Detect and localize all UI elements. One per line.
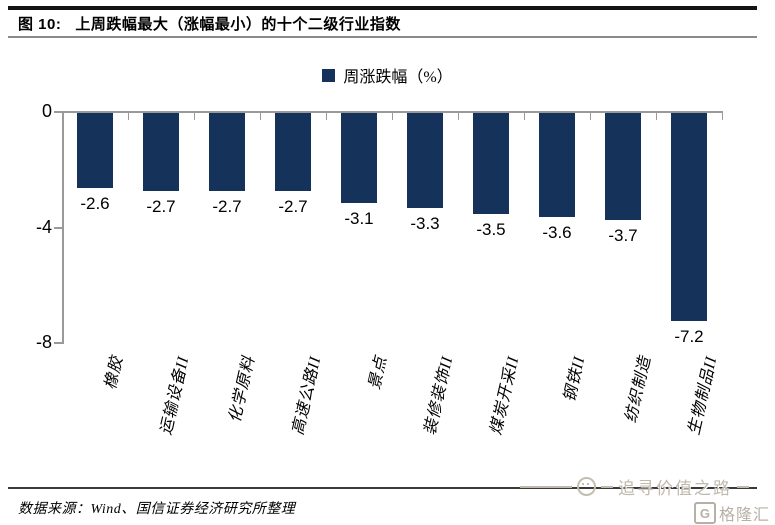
watermark-dash xyxy=(737,485,749,488)
category-label: 钢铁II xyxy=(561,354,589,404)
bar-橡胶 xyxy=(77,113,113,189)
bar-value-label: -7.2 xyxy=(674,326,704,346)
x-axis-tick xyxy=(62,113,63,120)
category-label: 高速公路II xyxy=(289,354,325,437)
gelonghui-g-icon: G xyxy=(693,502,716,524)
bar-高速公路II xyxy=(275,113,311,191)
x-axis-tick xyxy=(458,113,459,120)
category-label: 化学原料 xyxy=(226,354,259,425)
bar-value-label: -2.7 xyxy=(146,196,176,216)
x-axis-tick xyxy=(260,113,261,120)
footer-rule xyxy=(8,487,757,489)
bar-value-label: -3.6 xyxy=(542,222,572,242)
watermark-text: 追寻价值之路 xyxy=(618,479,732,498)
watermark: 追寻价值之路 xyxy=(520,474,749,499)
y-axis-tick-label: 0 xyxy=(41,101,52,121)
x-axis-tick xyxy=(524,113,525,120)
figure-title-text: 上周跌幅最大（涨幅最小）的十个二级行业指数 xyxy=(75,16,401,33)
x-axis-zero-line xyxy=(62,111,723,113)
chart-plot: -2.6 橡胶 -2.7 运输设备II -2.7 化学原料 -2.7 高速公路II -3.1 景点… xyxy=(35,101,723,437)
bar-value-label: -2.7 xyxy=(212,196,242,216)
bar-煤炭开采II xyxy=(473,113,509,215)
top-border-rule xyxy=(8,6,757,10)
title-underline-rule xyxy=(8,36,757,38)
watermark-dash xyxy=(520,485,572,488)
bar-value-label: -3.1 xyxy=(344,208,374,228)
gelonghui-logo: G 格隆汇 xyxy=(693,501,770,525)
category-label: 橡胶 xyxy=(102,354,127,392)
category-label: 景点 xyxy=(366,354,391,392)
figure-title: 图 10: 上周跌幅最大（涨幅最小）的十个二级行业指数 xyxy=(18,13,758,34)
bar-化学原料 xyxy=(209,113,245,191)
bar-钢铁II xyxy=(539,113,575,217)
legend-label: 周涨跌幅（%） xyxy=(343,69,453,86)
x-axis-tick xyxy=(392,113,393,120)
bar-运输设备II xyxy=(143,113,179,191)
bar-生物制品II xyxy=(671,113,707,321)
figure-number-label: 图 10: xyxy=(18,16,62,33)
x-axis-tick xyxy=(722,113,723,120)
x-axis-tick xyxy=(656,113,657,120)
bar-景点 xyxy=(341,113,377,203)
bar-装修装饰II xyxy=(407,113,443,209)
y-axis-tick-label: -4 xyxy=(35,216,52,237)
data-source-note: 数据来源：Wind、国信证券经济研究所整理 xyxy=(18,502,296,517)
x-axis-tick xyxy=(128,113,129,120)
category-label: 纺织制造 xyxy=(622,354,655,425)
y-axis-line xyxy=(62,112,64,344)
legend-swatch-icon xyxy=(322,68,336,82)
y-axis-tick xyxy=(54,226,62,229)
y-axis-tick xyxy=(54,342,62,344)
watermark-dash xyxy=(601,485,613,488)
gelonghui-logo-text: 格隆汇 xyxy=(718,507,770,524)
monocle-face-icon xyxy=(577,477,596,496)
bar-value-label: -3.7 xyxy=(608,225,638,245)
bar-value-label: -2.7 xyxy=(278,196,308,216)
y-axis-tick-label: -8 xyxy=(35,332,52,352)
x-axis-tick xyxy=(326,113,327,120)
bar-纺织制造 xyxy=(605,113,641,220)
bar-value-label: -3.3 xyxy=(410,214,440,234)
category-label: 煤炭开采II xyxy=(487,354,523,437)
y-axis-tick xyxy=(54,111,62,113)
category-label: 生物制品II xyxy=(685,354,721,437)
category-label: 运输设备II xyxy=(157,354,193,437)
chart-legend: 周涨跌幅（%） xyxy=(0,63,775,87)
x-axis-tick xyxy=(590,113,591,120)
bar-value-label: -2.6 xyxy=(80,194,110,214)
x-axis-tick xyxy=(194,113,195,120)
bar-value-label: -3.5 xyxy=(476,220,506,240)
category-label: 装修装饰II xyxy=(421,354,457,437)
